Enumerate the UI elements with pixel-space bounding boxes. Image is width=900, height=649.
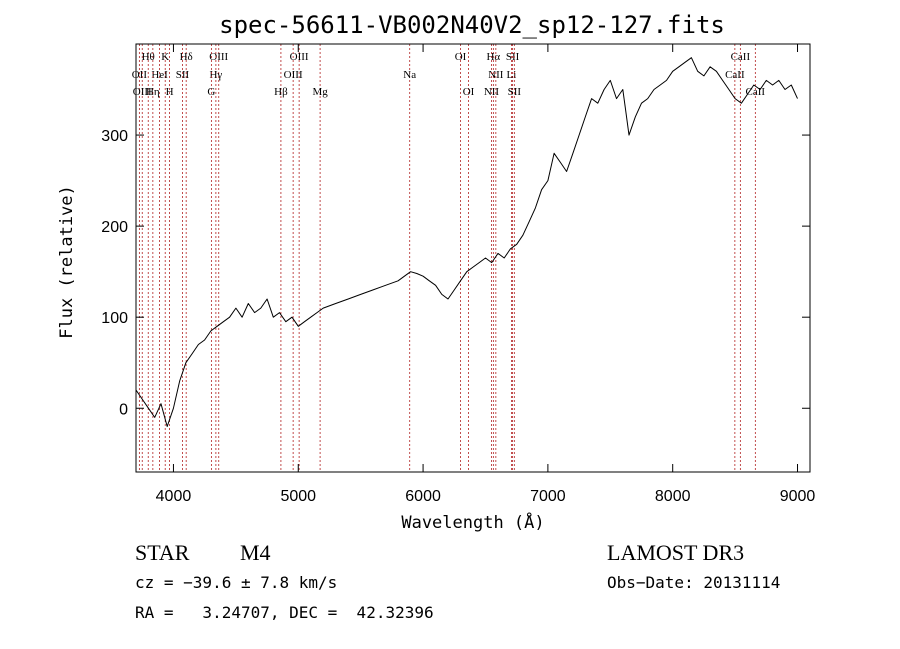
line-marker-label: OIII: [133, 86, 152, 98]
line-marker-label: H: [166, 86, 174, 98]
x-tick-label: 4000: [156, 488, 192, 505]
line-marker-label: OII: [132, 69, 148, 81]
line-marker-label: OIII: [209, 51, 228, 63]
line-marker-label: Hη: [146, 86, 160, 98]
obs-date: Obs−Date: 20131114: [607, 573, 781, 592]
line-marker-label: Hδ: [180, 51, 193, 63]
line-marker-label: CaII: [725, 69, 745, 81]
line-marker-label: NII: [484, 86, 500, 98]
line-markers: Hθ K Hδ OIII OIII OI Hα SII CaII OII HeI SII Hγ OIII N…: [132, 44, 765, 472]
line-marker-label: SII: [506, 51, 520, 63]
y-tick-label: 0: [119, 401, 128, 418]
line-marker-label: NII: [488, 69, 504, 81]
line-marker-label: HeI: [151, 69, 168, 81]
line-marker-label: OI: [455, 51, 467, 63]
x-tick-label: 5000: [280, 488, 316, 505]
line-marker-label: Hβ: [274, 86, 288, 98]
x-tick-label: 8000: [655, 488, 691, 505]
x-tick-label: 9000: [780, 488, 816, 505]
axes: 4000 5000 6000 7000 8000 9000 0 100 200 300: [101, 44, 815, 505]
y-tick-label: 100: [101, 310, 128, 327]
series-line-spectrum: [135, 57, 798, 427]
line-marker-label: Hθ: [142, 51, 155, 63]
y-tick-label: 300: [101, 128, 128, 145]
line-marker-label: Li: [507, 69, 517, 81]
line-marker-label: OIII: [290, 51, 309, 63]
object-subclass: M4: [240, 540, 271, 565]
survey-label: LAMOST DR3: [607, 540, 745, 565]
plot-frame: [135, 43, 811, 473]
line-marker-label: Na: [403, 69, 416, 81]
chart-title: spec-56611-VB002N40V2_sp12-127.fits: [219, 11, 725, 39]
line-marker-label: OIII: [284, 69, 303, 81]
x-axis-title: Wavelength (Å): [401, 511, 544, 533]
line-marker-label: Hα: [486, 51, 500, 63]
line-marker-label: CaII: [731, 51, 751, 63]
line-marker-label: SII: [508, 86, 522, 98]
line-marker-label: SII: [176, 69, 190, 81]
line-marker-label: G: [207, 86, 215, 98]
line-marker-label: Mg: [312, 86, 328, 98]
y-axis-title: Flux (relative): [57, 185, 77, 339]
line-marker-label: K: [161, 51, 169, 63]
x-tick-label: 7000: [530, 488, 566, 505]
coordinates-readout: RA = 3.24707, DEC = 42.32396: [135, 603, 434, 622]
series-layer: [135, 57, 798, 427]
object-class: STAR: [135, 540, 190, 565]
line-marker-label: Hγ: [209, 69, 222, 81]
y-tick-label: 200: [101, 219, 128, 236]
line-marker-label: OI: [463, 86, 475, 98]
x-tick-label: 6000: [405, 488, 441, 505]
redshift-readout: cz = −39.6 ± 7.8 km/s: [135, 573, 338, 592]
